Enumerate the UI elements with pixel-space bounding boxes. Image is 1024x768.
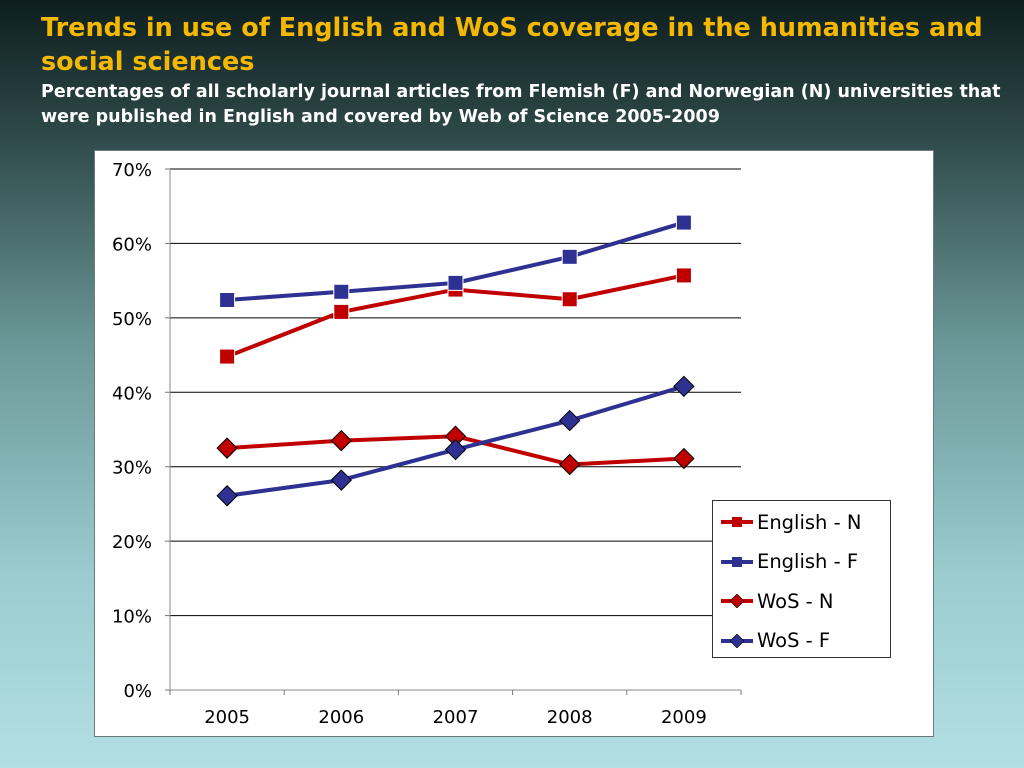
x-tick-label: 2007 [433,707,479,728]
legend-item: WoS - N [721,586,833,616]
data-point-wos-n [673,447,695,470]
line-chart: 0% 10% 20% 30% 40% 50% 60% 70% 2005 2006 2007 2008 2… [112,160,742,728]
legend-item: English - N [721,507,861,537]
legend-swatch [721,594,753,608]
data-point-english-n [333,303,350,320]
legend-swatch [721,633,753,648]
data-point-english-n [219,348,236,365]
chart-frame: 0% 10% 20% 30% 40% 50% 60% 70% 2005 2006 2007 2008 2… [94,150,934,737]
data-point-wos-n [330,429,353,452]
legend-label: WoS - N [757,589,834,613]
data-point-wos-f [673,375,695,398]
data-point-wos-f [216,485,238,507]
legend-item: English - F [721,547,858,577]
legend-label: WoS - F [757,629,831,652]
y-tick-label: 50% [112,309,152,330]
x-tick-label: 2009 [661,707,707,728]
data-point-english-n [675,267,692,284]
data-point-english-n [561,291,578,308]
y-tick-label: 60% [112,234,152,255]
legend-label: English - F [757,550,859,573]
slide-title: Trends in use of English and WoS coverag… [41,13,983,77]
x-tick-label: 2008 [547,707,593,728]
data-point-english-f [333,283,350,300]
legend-item: WoS - F [721,626,830,656]
legend-swatch [721,517,753,527]
y-tick-label: 0% [123,681,152,702]
y-tick-label: 20% [112,532,152,553]
data-point-wos-n [558,453,581,476]
chart-legend: English - N English - F WoS - N WoS - F [712,500,891,658]
legend-label: English - N [757,510,862,534]
data-point-english-f [561,248,578,265]
slide-subtitle: Percentages of all scholarly journal art… [41,82,1001,127]
y-tick-label: 40% [112,383,152,404]
y-tick-label: 70% [112,160,152,181]
data-point-english-f [219,291,236,308]
data-point-wos-f [330,469,353,491]
legend-swatch [721,556,753,567]
data-point-english-f [675,214,692,231]
data-point-wos-n [216,437,238,459]
data-point-english-f [447,274,464,291]
x-tick-label: 2005 [204,707,250,728]
x-tick-label: 2006 [318,707,364,728]
data-point-wos-f [558,409,581,432]
y-tick-label: 30% [112,458,152,479]
data-point-wos-f [444,438,467,461]
y-tick-label: 10% [112,607,152,628]
